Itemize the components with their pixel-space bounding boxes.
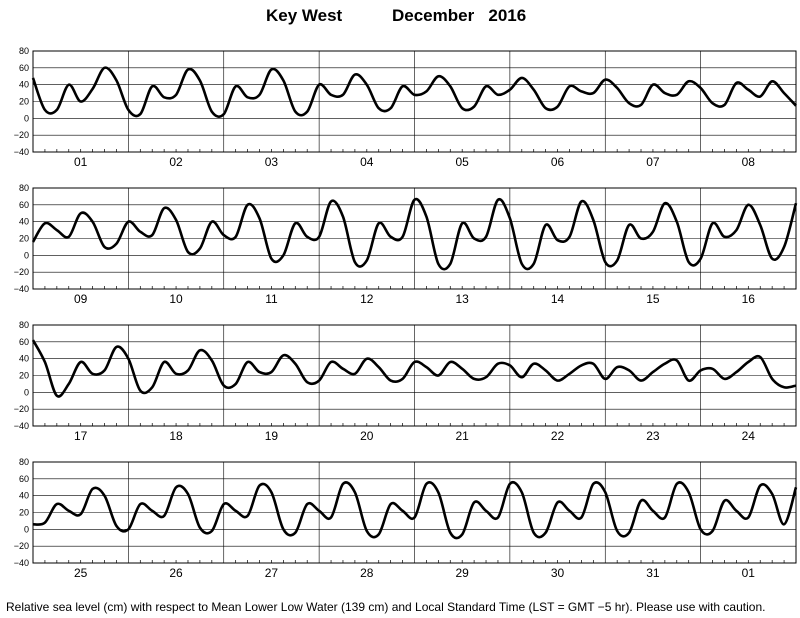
day-label: 04 <box>360 155 374 169</box>
day-label: 25 <box>74 566 88 580</box>
tide-series-line <box>31 339 797 398</box>
day-label: 18 <box>169 429 183 443</box>
panel-frame <box>32 324 797 427</box>
day-label: 29 <box>456 566 470 580</box>
day-label: 02 <box>169 155 183 169</box>
day-label: 28 <box>360 566 374 580</box>
panel-frame <box>32 461 797 564</box>
y-tick-label: −40 <box>14 558 29 568</box>
y-tick-label: 60 <box>19 474 29 484</box>
y-tick-label: 60 <box>19 200 29 210</box>
station-name: Key West <box>266 6 343 25</box>
day-label: 14 <box>551 292 565 306</box>
y-tick-label: −40 <box>14 421 29 431</box>
y-tick-label: 80 <box>19 46 29 56</box>
tide-series-line <box>31 197 798 271</box>
panel-frame <box>32 187 797 290</box>
y-tick-label: −20 <box>14 130 29 140</box>
day-label: 23 <box>646 429 660 443</box>
y-tick-label: 80 <box>19 183 29 193</box>
day-label: 27 <box>265 566 279 580</box>
y-tick-label: 40 <box>19 217 29 227</box>
y-tick-label: 20 <box>19 234 29 244</box>
day-label: 22 <box>551 429 565 443</box>
day-label: 12 <box>360 292 374 306</box>
day-label: 13 <box>456 292 470 306</box>
y-tick-label: 0 <box>24 250 29 260</box>
day-label: 26 <box>169 566 183 580</box>
day-label: 09 <box>74 292 88 306</box>
y-tick-label: −20 <box>14 267 29 277</box>
y-tick-label: 20 <box>19 508 29 518</box>
day-label: 01 <box>742 566 756 580</box>
day-label: 11 <box>265 292 278 306</box>
day-label: 30 <box>551 566 565 580</box>
day-label: 06 <box>551 155 565 169</box>
y-tick-label: 80 <box>19 457 29 467</box>
y-tick-label: 0 <box>24 524 29 534</box>
day-label: 17 <box>74 429 88 443</box>
chart-footnote: Relative sea level (cm) with respect to … <box>6 600 766 614</box>
tide-series-line <box>32 481 798 540</box>
y-tick-label: 20 <box>19 371 29 381</box>
day-label: 16 <box>742 292 756 306</box>
day-label: 10 <box>169 292 183 306</box>
tide-series-line <box>31 66 797 118</box>
y-tick-label: 0 <box>24 113 29 123</box>
y-tick-label: 0 <box>24 387 29 397</box>
panel-frame <box>32 50 797 153</box>
y-tick-label: −20 <box>14 541 29 551</box>
day-label: 03 <box>265 155 279 169</box>
day-label: 20 <box>360 429 374 443</box>
y-tick-label: 60 <box>19 63 29 73</box>
y-tick-label: −40 <box>14 284 29 294</box>
y-tick-label: 60 <box>19 337 29 347</box>
chart-header: Key West December 2016 <box>0 0 800 32</box>
day-label: 15 <box>646 292 660 306</box>
day-label: 07 <box>646 155 660 169</box>
day-label: 05 <box>456 155 470 169</box>
y-tick-label: 20 <box>19 97 29 107</box>
day-label: 24 <box>742 429 756 443</box>
y-tick-label: −40 <box>14 147 29 157</box>
y-tick-label: 40 <box>19 80 29 90</box>
y-tick-label: 40 <box>19 354 29 364</box>
day-label: 08 <box>742 155 756 169</box>
day-label: 31 <box>646 566 660 580</box>
y-tick-label: 40 <box>19 491 29 501</box>
chart-period: December 2016 <box>392 6 527 25</box>
y-tick-label: 80 <box>19 320 29 330</box>
y-tick-label: −20 <box>14 404 29 414</box>
day-label: 01 <box>74 155 88 169</box>
day-label: 19 <box>265 429 279 443</box>
day-label: 21 <box>456 429 470 443</box>
